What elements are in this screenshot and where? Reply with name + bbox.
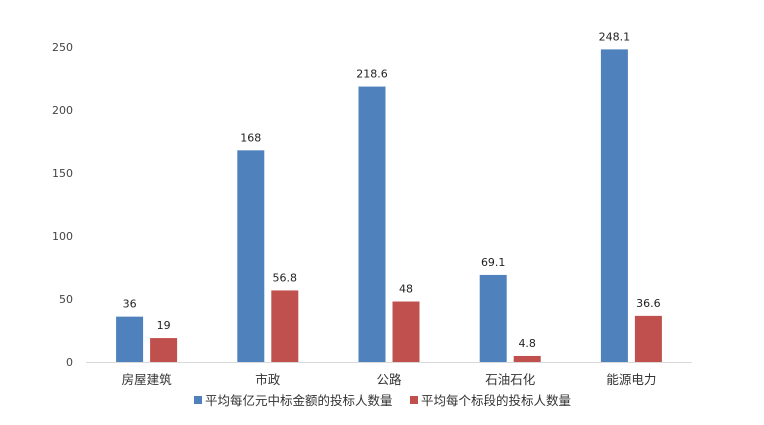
bar-per-section-bidders [392, 301, 420, 362]
bar-per-100m-bidders [116, 316, 144, 362]
data-label: 248.1 [599, 30, 631, 43]
category-labels: 房屋建筑 市政 公路 石油石化 能源电力 [122, 372, 657, 387]
bar-per-100m-bidders [600, 49, 628, 362]
x-category-label: 市政 [255, 372, 281, 387]
legend: 平均每亿元中标金额的投标人数量 平均每个标段的投标人数量 [194, 393, 571, 408]
data-label: 56.8 [273, 271, 298, 284]
data-label: 36 [123, 298, 137, 311]
y-tick-label: 250 [52, 41, 73, 54]
data-label: 218.6 [356, 68, 388, 81]
y-tick-label: 0 [66, 356, 73, 369]
data-labels: 36 19 168 56.8 218.6 48 69.1 4.8 248.1 36.6 [123, 30, 661, 350]
bar-per-section-bidders [150, 338, 178, 362]
bar-per-100m-bidders [479, 274, 507, 362]
legend-label: 平均每个标段的投标人数量 [421, 393, 571, 408]
legend-swatch [194, 396, 202, 404]
data-label: 168 [240, 131, 261, 144]
legend-swatch [410, 396, 418, 404]
x-category-label: 房屋建筑 [122, 372, 173, 387]
x-category-label: 能源电力 [606, 372, 656, 387]
x-category-label: 石油石化 [485, 372, 536, 387]
y-axis-ticks: 0 50 100 150 200 250 [52, 41, 73, 369]
bar-per-section-bidders [634, 315, 662, 362]
y-tick-label: 50 [59, 293, 73, 306]
data-label: 4.8 [518, 337, 536, 350]
bar-per-section-bidders [271, 290, 299, 362]
data-label: 48 [399, 283, 413, 296]
x-category-label: 公路 [376, 372, 402, 387]
y-tick-label: 150 [52, 167, 73, 180]
data-label: 36.6 [636, 297, 661, 310]
legend-label: 平均每亿元中标金额的投标人数量 [205, 393, 393, 408]
bar-per-100m-bidders [237, 150, 265, 362]
y-tick-label: 100 [52, 230, 73, 243]
y-tick-label: 200 [52, 104, 73, 117]
bar-per-section-bidders [513, 355, 541, 362]
data-label: 69.1 [481, 256, 506, 269]
bar-per-100m-bidders [358, 86, 386, 363]
bar-group [116, 49, 662, 363]
data-label: 19 [157, 319, 171, 332]
